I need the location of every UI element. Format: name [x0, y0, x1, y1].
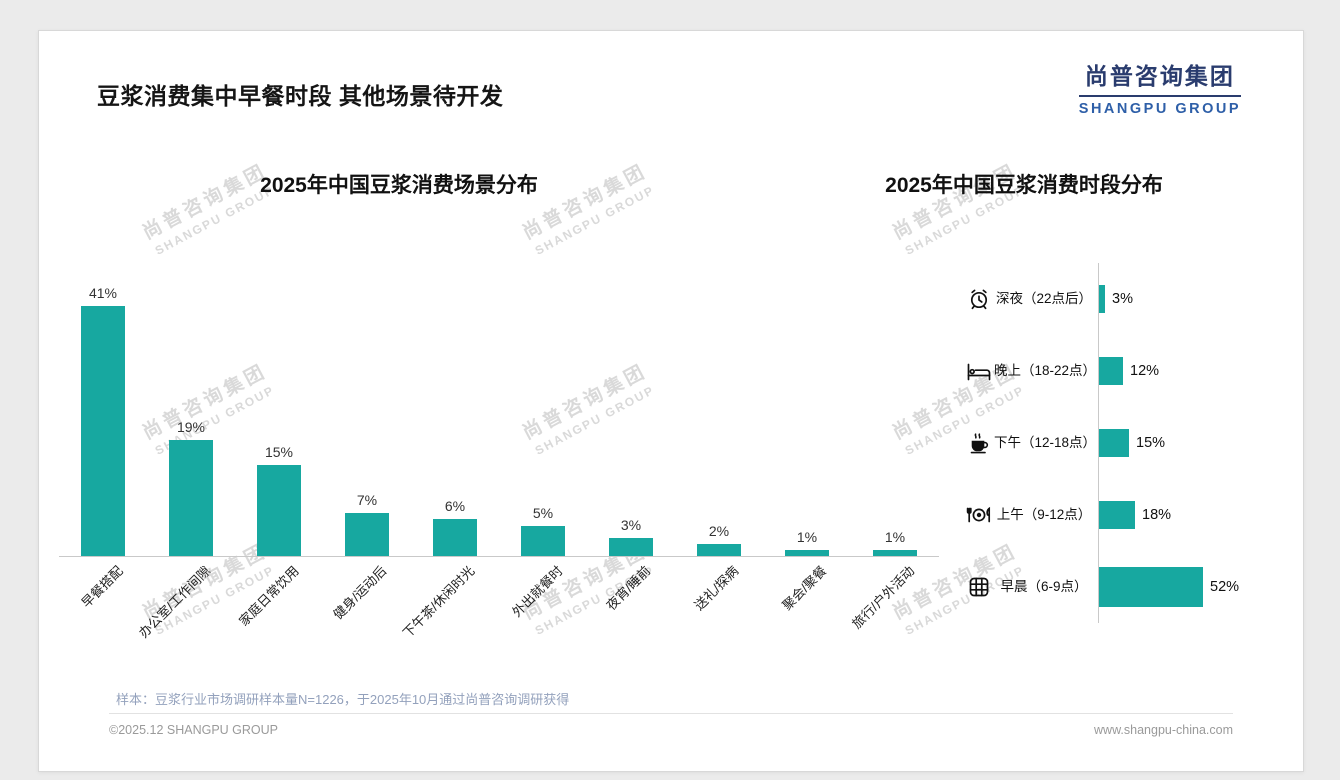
sample-note: 样本：豆浆行业市场调研样本量N=1226，于2025年10月通过尚普咨询调研获得 — [116, 692, 570, 707]
logo-cn-text: 尚普咨询集团 — [1078, 57, 1241, 97]
time-row: 早晨（6-9点） 52% — [964, 551, 1284, 623]
bar-category-label: 办公室/工作间隙 — [136, 563, 214, 641]
bar-value-label: 19% — [176, 419, 206, 435]
time-row: 深夜（22点后） 3% — [964, 263, 1284, 335]
logo-en-text: SHANGPU GROUP — [1078, 101, 1241, 117]
bar-category-label: 送礼/探病 — [691, 563, 742, 614]
time-row: 下午（12-18点） 15% — [964, 407, 1284, 479]
time-row: 晚上（18-22点） 12% — [964, 335, 1284, 407]
bar — [257, 465, 301, 556]
bar-value-label: 3% — [620, 517, 642, 533]
bar-value-label: 6% — [444, 498, 466, 514]
bar-value-label: 52% — [1210, 579, 1240, 595]
bar — [1099, 501, 1135, 529]
footer-copyright: ©2025.12 SHANGPU GROUP — [109, 723, 278, 737]
bar-category-label: 外出就餐时 — [509, 563, 566, 620]
bar-value-label: 1% — [796, 529, 818, 545]
scene-bar-column: 19% 办公室/工作间隙 — [136, 276, 235, 641]
bar — [785, 550, 829, 556]
bar — [697, 544, 741, 556]
bar-value-label: 1% — [884, 529, 906, 545]
bar — [433, 519, 477, 556]
time-category-label: 上午（9-12点） — [996, 506, 1092, 522]
time-bar-zone: 3% — [1098, 263, 1284, 335]
time-category-label: 深夜（22点后） — [995, 290, 1093, 306]
time-bar-zone: 18% — [1098, 479, 1284, 551]
bar-category-label: 健身/运动后 — [330, 563, 390, 623]
bar — [873, 550, 917, 556]
bar-category-label: 夜宵/睡前 — [603, 563, 654, 614]
scene-bar-column: 1% 旅行/户外活动 — [849, 276, 939, 631]
bar-value-label: 12% — [1130, 363, 1160, 379]
time-row: 上午（9-12点） 18% — [964, 479, 1284, 551]
bar — [169, 440, 213, 556]
bar-value-label: 41% — [88, 285, 118, 301]
bar — [1099, 567, 1203, 607]
bar — [1099, 285, 1105, 313]
scene-bar-column: 2% 送礼/探病 — [675, 276, 763, 613]
page-title: 豆浆消费集中早餐时段 其他场景待开发 — [97, 83, 504, 109]
bar-category-label: 早餐搭配 — [78, 563, 126, 611]
bar — [345, 513, 389, 556]
bar — [609, 538, 653, 556]
scene-chart-title: 2025年中国豆浆消费场景分布 — [260, 174, 538, 197]
footer-url: www.shangpu-china.com — [1094, 723, 1233, 737]
bar-value-label: 3% — [1112, 291, 1133, 307]
coffee-icon — [964, 431, 994, 455]
waffle-icon — [964, 575, 994, 599]
bar-value-label: 7% — [356, 492, 378, 508]
time-chart: 深夜（22点后） 3% 晚上（18-22点） 12% 下午（12-18点） 15% 上午（9… — [964, 263, 1284, 623]
scene-bar-column: 6% 下午茶/休闲时光 — [400, 276, 499, 641]
bar-value-label: 18% — [1142, 507, 1172, 523]
bar — [521, 526, 565, 556]
bar-value-label: 15% — [1136, 435, 1166, 451]
bar-value-label: 2% — [708, 523, 730, 539]
scene-bar-column: 7% 健身/运动后 — [323, 276, 411, 622]
scene-bar-column: 5% 外出就餐时 — [499, 276, 587, 620]
bar-category-label: 家庭日常饮用 — [235, 563, 302, 629]
shangpu-logo: 尚普咨询集团 SHANGPU GROUP — [1078, 57, 1241, 117]
scene-bar-column: 3% 夜宵/睡前 — [587, 276, 675, 613]
bar — [1099, 357, 1123, 385]
bar-value-label: 5% — [532, 505, 554, 521]
time-bar-zone: 12% — [1098, 335, 1284, 407]
bar-value-label: 15% — [264, 444, 294, 460]
scene-chart: 41% 早餐搭配 19% 办公室/工作间隙 15% 家庭日常饮用 7% 健身/运动后 6% 下午茶… — [59, 276, 939, 641]
time-bar-zone: 15% — [1098, 407, 1284, 479]
footer: ©2025.12 SHANGPU GROUP www.shangpu-china… — [109, 713, 1233, 737]
bar — [81, 306, 125, 556]
time-category-label: 早晨（6-9点） — [1000, 578, 1088, 594]
bed-icon — [964, 359, 994, 383]
bar-category-label: 旅行/户外活动 — [849, 563, 918, 632]
scene-bar-column: 15% 家庭日常饮用 — [235, 276, 323, 629]
bar-category-label: 聚会/聚餐 — [779, 563, 830, 614]
time-bar-zone: 52% — [1098, 551, 1284, 623]
alarm-clock-icon — [964, 287, 994, 311]
time-chart-title: 2025年中国豆浆消费时段分布 — [885, 174, 1163, 197]
time-category-label: 晚上（18-22点） — [994, 362, 1097, 378]
bar-category-label: 下午茶/休闲时光 — [400, 563, 478, 641]
bar — [1099, 429, 1129, 457]
time-category-label: 下午（12-18点） — [994, 434, 1097, 450]
dining-icon — [964, 503, 994, 527]
slide-card: 尚普咨询集团 SHANGPU GROUP 尚普咨询集团 SHANGPU GROUP 尚普… — [38, 30, 1304, 772]
scene-bar-column: 41% 早餐搭配 — [59, 276, 147, 611]
scene-bar-column: 1% 聚会/聚餐 — [763, 276, 851, 613]
